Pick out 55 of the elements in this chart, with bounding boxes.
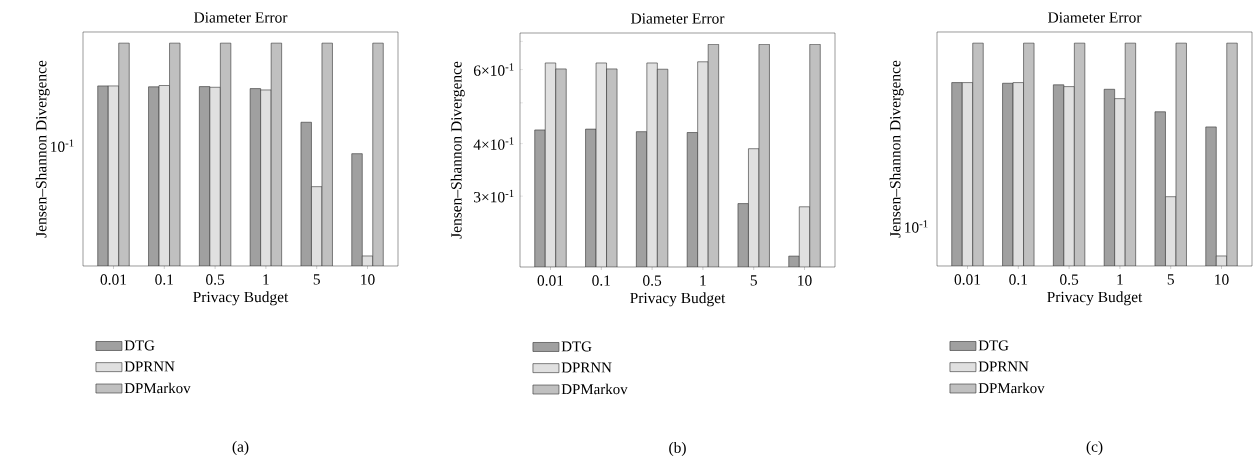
x-tick-label: 0.01 xyxy=(537,275,564,286)
text: 10$^{-1}$ xyxy=(905,220,928,233)
x-tick-label: 0.1 xyxy=(1009,274,1028,285)
x-tick-label: 0.5 xyxy=(1060,274,1079,285)
chart-title: Diameter Error xyxy=(193,12,288,23)
x-tick-label: 1 xyxy=(263,274,269,285)
x-tick-label: 1 xyxy=(700,275,706,286)
y-axis-title: Jensen–Shannon Divergence xyxy=(889,60,904,238)
text: (c) xyxy=(1086,440,1103,455)
x-tick-label: 10 xyxy=(1215,274,1229,285)
chart-title: Diameter Error xyxy=(1048,12,1142,23)
bar xyxy=(1226,42,1238,266)
legend-label: DPMarkov xyxy=(124,382,191,394)
x-tick-label: 0.5 xyxy=(643,275,662,286)
bar xyxy=(372,42,384,266)
legend-label: DTG xyxy=(978,340,1009,351)
x-tick-label: 0.5 xyxy=(206,274,225,285)
bar xyxy=(97,85,109,266)
x-tick-label: 0.1 xyxy=(155,274,174,285)
legend-label: DTG xyxy=(561,341,592,352)
bar xyxy=(260,89,272,266)
y-tick-label: 6×10$^{-1}$ xyxy=(473,63,514,76)
text: (b) xyxy=(669,441,686,456)
text: (a) xyxy=(232,440,249,455)
x-axis-title: Privacy Budget xyxy=(630,292,726,307)
x-axis-title: Privacy Budget xyxy=(193,291,289,306)
x-tick-label: 0.1 xyxy=(592,275,611,286)
chart-title: Diameter Error xyxy=(631,13,725,24)
x-tick-label: 10 xyxy=(798,275,812,286)
legend-label: DPRNN xyxy=(978,361,1029,372)
legend-label: DTG xyxy=(124,340,155,351)
x-tick-label: 10 xyxy=(361,274,375,285)
x-tick-label: 0.01 xyxy=(100,274,127,285)
legend-label: DPMarkov xyxy=(978,382,1045,394)
bar xyxy=(972,43,984,266)
x-tick-label: 5 xyxy=(313,274,320,285)
y-axis-title: Jensen–Shannon Divergence xyxy=(35,60,50,238)
bar xyxy=(1205,126,1217,266)
y-tick-label: 4×10$^{-1}$ xyxy=(473,137,514,150)
y-axis-title: Jensen–Shannon Divergence xyxy=(450,61,465,239)
legend-label: DPRNN xyxy=(124,361,175,372)
bar xyxy=(209,86,221,266)
legend-label: DPRNN xyxy=(561,362,612,373)
x-tick-label: 0.01 xyxy=(954,274,981,285)
x-tick-label: 5 xyxy=(1167,274,1174,285)
bar xyxy=(351,153,363,266)
text: 10$^{-1}$ xyxy=(51,139,74,152)
bar xyxy=(118,43,130,266)
x-axis-title: Privacy Budget xyxy=(1047,291,1143,306)
legend-label: DPMarkov xyxy=(561,383,628,395)
y-tick-label: 3×10$^{-1}$ xyxy=(474,189,514,203)
bar xyxy=(1114,98,1126,266)
x-tick-label: 1 xyxy=(1117,274,1123,285)
bar xyxy=(951,82,963,266)
x-tick-label: 5 xyxy=(750,275,757,286)
